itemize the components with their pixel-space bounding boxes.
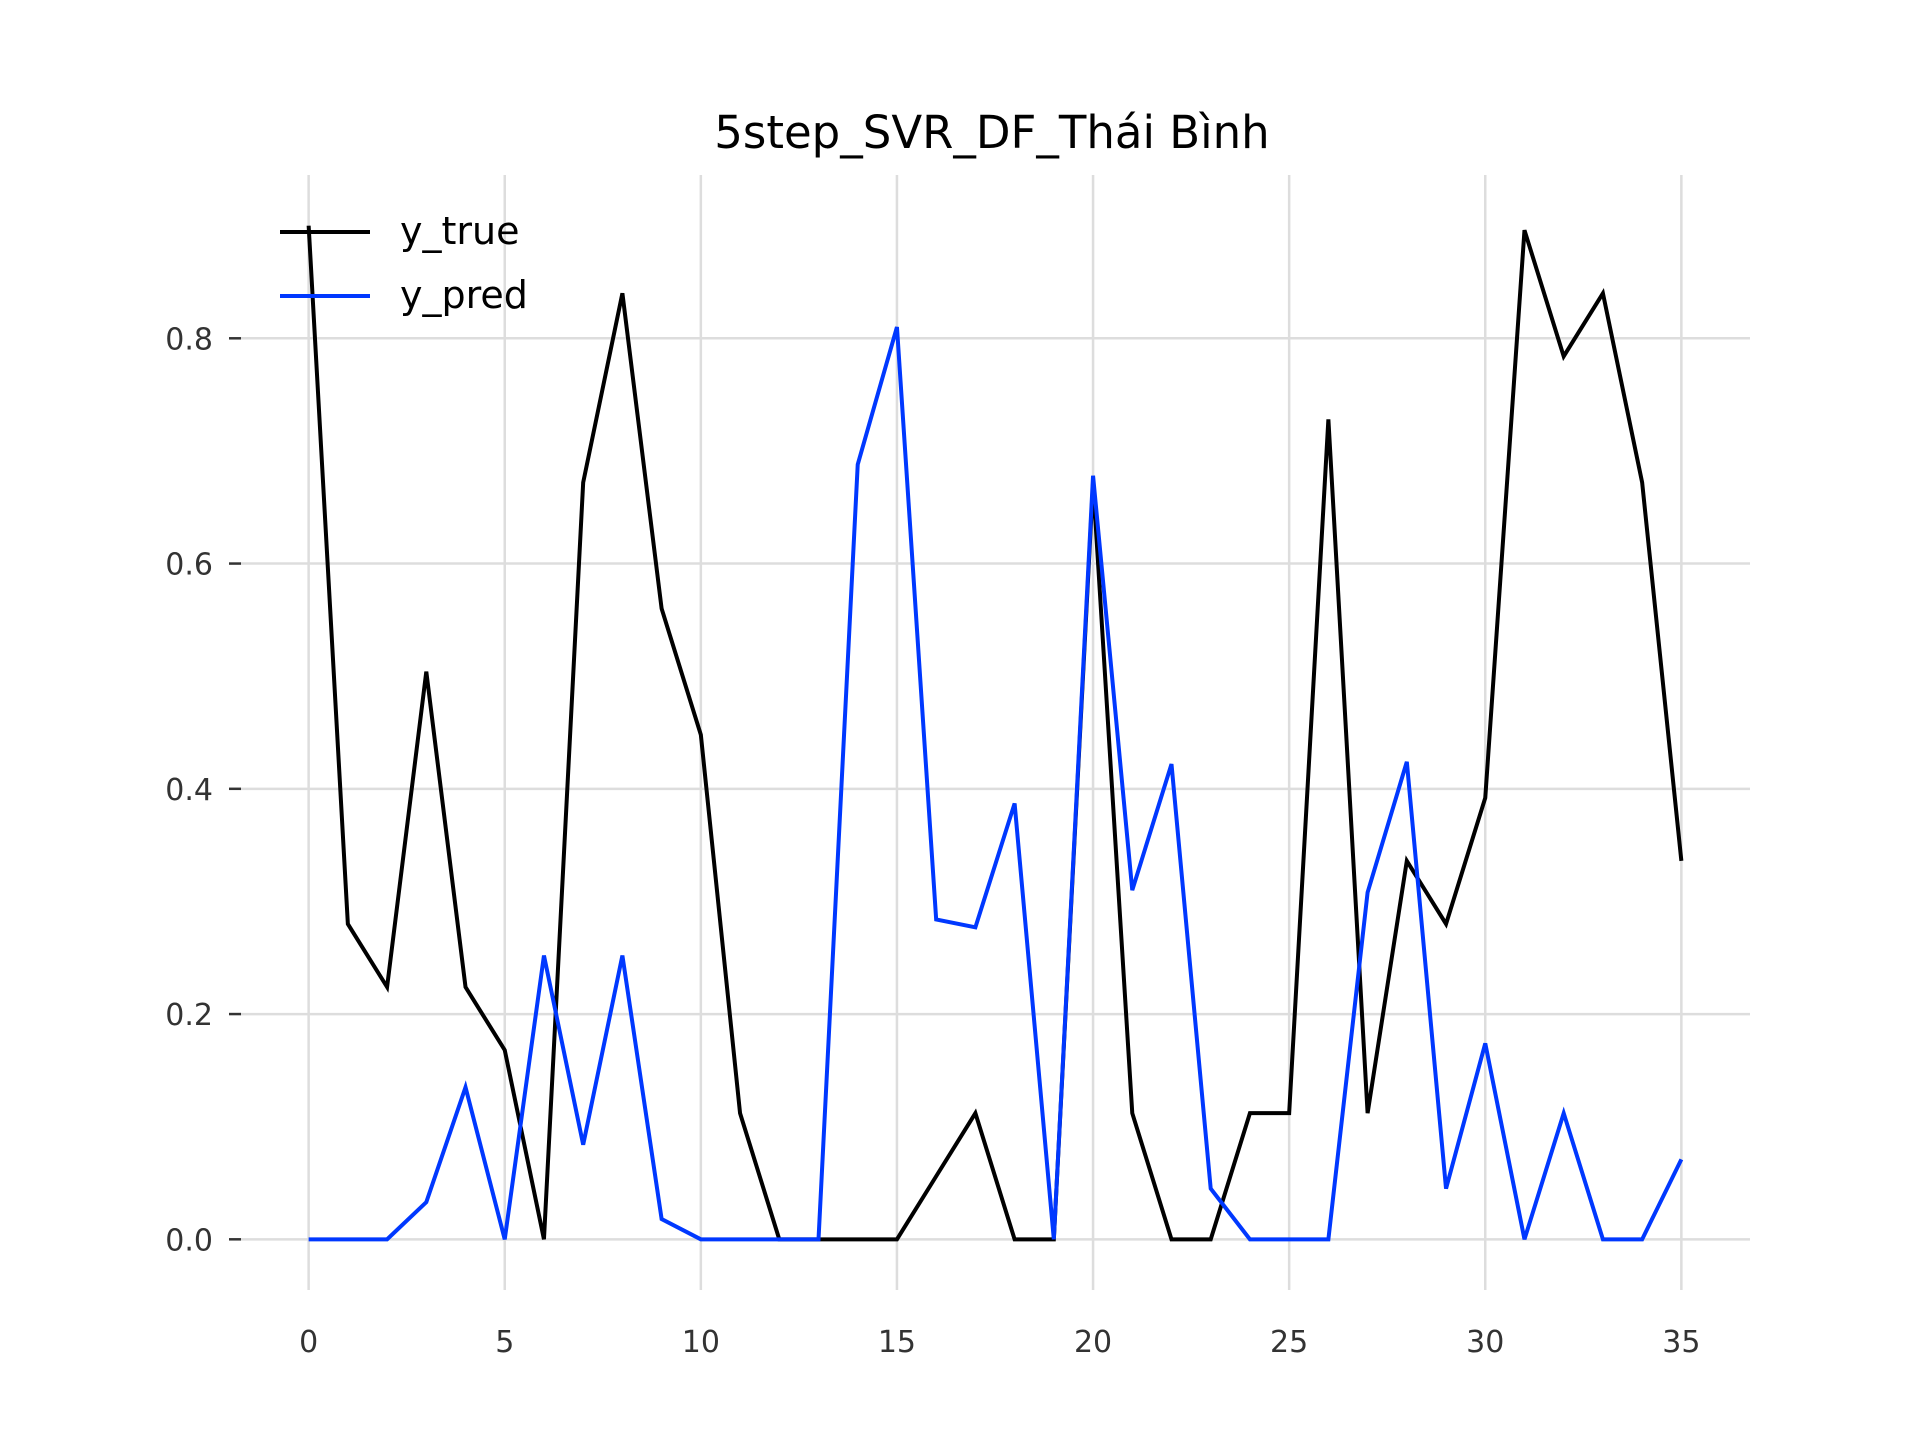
y-tick-label: 0.8 — [165, 322, 213, 357]
series-line-y-pred — [308, 326, 1684, 1242]
x-tick-label: 10 — [682, 1325, 720, 1360]
series-line-y-true — [306, 225, 1684, 1242]
series-group — [306, 225, 1684, 1242]
legend-label-y-true: y_true — [400, 209, 519, 253]
chart-title: 5step_SVR_DF_Thái Bình — [714, 106, 1269, 159]
x-tick-label: 30 — [1466, 1325, 1504, 1360]
x-tick-label: 0 — [299, 1325, 318, 1360]
axis-ticks: 0 5 10 15 20 25 30 35 0.0 0.2 0.4 0.6 0.8 — [165, 322, 1700, 1360]
y-tick-label: 0.4 — [165, 773, 213, 808]
x-tick-label: 35 — [1662, 1325, 1700, 1360]
x-tick-label: 25 — [1270, 1325, 1308, 1360]
grid — [240, 175, 1750, 1290]
y-tick-label: 0.2 — [165, 998, 213, 1033]
y-tick-label: 0.6 — [165, 548, 213, 583]
legend-label-y-pred: y_pred — [400, 273, 528, 317]
x-tick-label: 5 — [495, 1325, 514, 1360]
x-tick-label: 20 — [1074, 1325, 1112, 1360]
legend: y_true y_pred — [280, 209, 528, 317]
y-tick-label: 0.0 — [165, 1223, 213, 1258]
x-tick-label: 15 — [878, 1325, 916, 1360]
